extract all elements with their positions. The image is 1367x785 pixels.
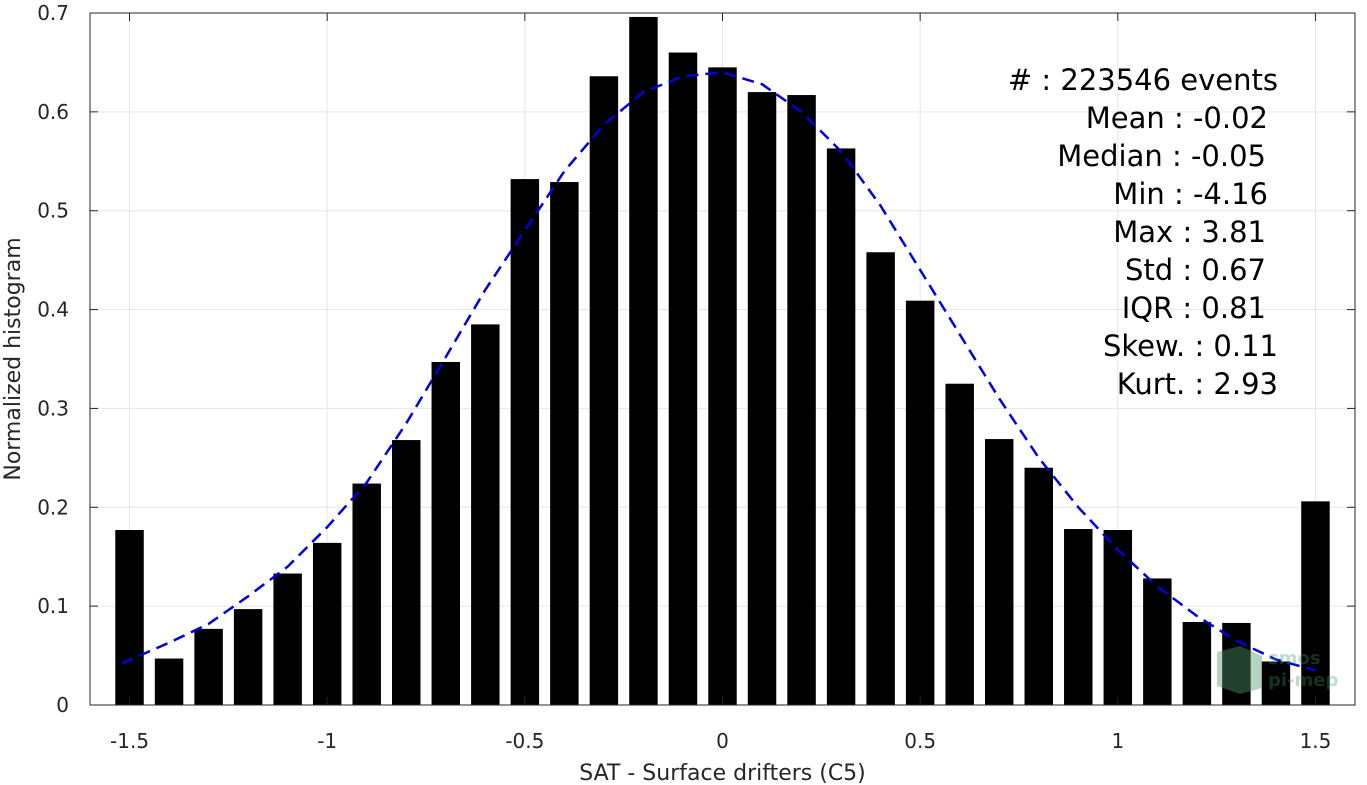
x-tick-label: 1.5 xyxy=(1300,729,1332,753)
x-tick-label: 0 xyxy=(716,729,729,753)
y-tick-label: 0.4 xyxy=(37,298,69,322)
x-tick-label: -1.5 xyxy=(110,729,149,753)
histogram-bar xyxy=(352,483,381,705)
x-axis-label: SAT - Surface drifters (C5) xyxy=(579,761,866,785)
stat-line: Max : 3.81 xyxy=(1113,215,1266,249)
histogram-bar xyxy=(984,439,1014,705)
histogram-bar xyxy=(787,95,816,705)
histogram-bar xyxy=(312,542,342,705)
histogram-bar xyxy=(1103,530,1133,705)
tick-labels: -1.5 -1 -0.5 0 0.5 1 1.5 0 0.1 0.2 0.3 0.4 0.5 0.6 0.7 xyxy=(37,1,1331,753)
histogram-bar xyxy=(510,179,540,705)
histogram-bar xyxy=(629,16,658,706)
histogram-bar xyxy=(115,530,144,705)
stat-line: Skew. : 0.11 xyxy=(1103,329,1278,363)
histogram-bar xyxy=(1222,622,1251,705)
y-tick-label: 0.6 xyxy=(37,100,69,124)
histogram-bar xyxy=(945,383,974,705)
y-tick-label: 0.2 xyxy=(37,495,69,519)
histogram-bar xyxy=(589,76,619,706)
histogram-bar xyxy=(1301,501,1330,705)
smos-pimep-watermark: smos pi-mep xyxy=(1217,646,1338,694)
histogram-bar xyxy=(1064,529,1093,705)
stat-line: Mean : -0.02 xyxy=(1086,101,1268,135)
statistics-annotation: # : 223546 events Mean : -0.02 Median : -0… xyxy=(1008,63,1278,401)
histogram-bar xyxy=(550,182,579,705)
y-tick-label: 0.7 xyxy=(37,1,69,25)
histogram-bar xyxy=(233,609,263,705)
histogram-bar xyxy=(392,440,421,705)
histogram-bar xyxy=(708,67,737,705)
fit-curve xyxy=(121,71,1316,672)
histogram-bar xyxy=(905,300,935,705)
histogram-bar xyxy=(1143,578,1172,705)
stat-line: Median : -0.05 xyxy=(1057,139,1266,173)
stat-line: Min : -4.16 xyxy=(1113,177,1268,211)
histogram-bar xyxy=(866,252,895,705)
watermark-text-top: smos xyxy=(1268,648,1321,669)
axis-ticks xyxy=(90,12,1355,706)
histogram-bar xyxy=(273,573,302,705)
histogram-bar xyxy=(194,628,223,705)
stat-line: Std : 0.67 xyxy=(1125,253,1266,287)
y-tick-label: 0.3 xyxy=(37,396,69,420)
histogram-bar xyxy=(1182,621,1212,705)
stat-line: # : 223546 events xyxy=(1008,63,1278,97)
y-tick-label: 0.1 xyxy=(37,594,69,618)
y-tick-label: 0.5 xyxy=(37,199,69,223)
x-tick-label: 1 xyxy=(1111,729,1124,753)
watermark-logo-icon xyxy=(1217,646,1262,694)
histogram-bar xyxy=(1024,467,1053,705)
watermark-text-bottom: pi-mep xyxy=(1268,670,1338,691)
histogram-bar xyxy=(668,52,698,706)
histogram-bar xyxy=(154,658,184,705)
y-tick-label: 0 xyxy=(56,693,69,717)
x-tick-label: -0.5 xyxy=(505,729,544,753)
histogram-bar xyxy=(431,361,461,705)
histogram-bar xyxy=(471,324,500,705)
histogram-bar xyxy=(826,148,856,706)
x-tick-label: 0.5 xyxy=(904,729,936,753)
histogram-bar xyxy=(747,92,777,706)
histogram-bar xyxy=(1261,661,1291,705)
histogram-bars xyxy=(115,16,1330,706)
stat-line: IQR : 0.81 xyxy=(1122,291,1266,325)
stat-line: Kurt. : 2.93 xyxy=(1117,367,1278,401)
x-tick-label: -1 xyxy=(317,729,337,753)
y-axis-label: Normalized histogram xyxy=(1,237,26,480)
